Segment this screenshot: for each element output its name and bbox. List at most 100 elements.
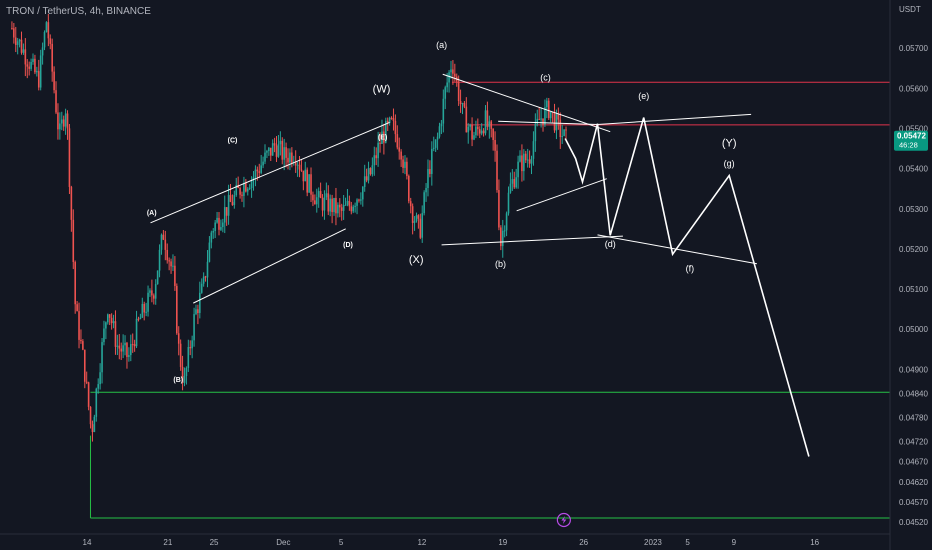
x-tick-label: 5 xyxy=(339,538,344,547)
candle-body xyxy=(438,126,441,137)
candle-body xyxy=(158,249,161,271)
candle-body xyxy=(179,343,182,367)
candle-body xyxy=(11,28,13,30)
trendline xyxy=(441,235,623,246)
candle-body xyxy=(509,183,512,193)
candle-body xyxy=(30,61,32,69)
candle-body xyxy=(164,239,167,250)
candle-body xyxy=(419,218,422,238)
candle-body xyxy=(70,186,73,220)
candle-body xyxy=(139,317,142,320)
candle-body xyxy=(235,185,238,196)
candle-body xyxy=(517,161,519,178)
y-tick-label: 0.05100 xyxy=(899,285,928,294)
candle-body xyxy=(373,155,376,166)
candle-body xyxy=(43,32,46,48)
candle-body xyxy=(415,215,418,221)
candle-body xyxy=(176,285,178,334)
candle-body xyxy=(28,66,30,69)
candle-body xyxy=(340,207,343,211)
x-tick-label: 14 xyxy=(83,538,92,547)
candle-body xyxy=(396,134,399,148)
candle-body xyxy=(327,193,330,212)
candle-body xyxy=(503,230,506,232)
trendline xyxy=(516,178,607,212)
candle-body xyxy=(214,222,216,231)
candle-body xyxy=(312,194,314,201)
candle-body xyxy=(304,169,307,182)
candle-body xyxy=(521,155,523,172)
wave-label: (E) xyxy=(378,134,387,141)
candle-body xyxy=(275,145,278,157)
candle-body xyxy=(141,303,144,318)
candle-body xyxy=(553,111,556,131)
candle-body xyxy=(404,161,406,168)
candle-body xyxy=(371,165,374,175)
candle-body xyxy=(291,152,293,163)
candle-body xyxy=(423,192,425,214)
candle-body xyxy=(296,164,299,166)
candle-body xyxy=(85,381,88,383)
candle-body xyxy=(273,143,276,146)
candle-body xyxy=(89,406,92,425)
candle-body xyxy=(513,179,516,188)
candle-body xyxy=(256,169,259,172)
candle-body xyxy=(151,290,153,296)
candle-body xyxy=(18,39,21,42)
y-tick-label: 0.05400 xyxy=(899,165,928,174)
candle-body xyxy=(212,230,215,233)
candle-body xyxy=(400,151,402,160)
bar-countdown: 46:28 xyxy=(899,141,918,150)
candle-body xyxy=(386,120,389,124)
y-tick-label: 0.05500 xyxy=(899,124,928,133)
candle-body xyxy=(114,321,117,347)
candle-body xyxy=(220,227,222,230)
candle-body xyxy=(72,219,75,263)
y-tick-label: 0.04840 xyxy=(899,389,928,398)
candle-body xyxy=(216,217,218,223)
candle-body xyxy=(170,261,172,267)
candle-body xyxy=(241,194,243,196)
candle-body xyxy=(354,205,356,207)
candle-body xyxy=(80,339,82,342)
candle-body xyxy=(557,113,560,120)
symbol-title: TRON / TetherUS, 4h, BINANCE xyxy=(6,6,151,17)
candle-body xyxy=(266,151,268,153)
candle-body xyxy=(168,260,170,262)
candle-body xyxy=(352,206,355,212)
candle-body xyxy=(172,265,174,267)
candle-body xyxy=(524,153,527,161)
candle-body xyxy=(519,155,521,162)
candle-body xyxy=(526,159,529,161)
candle-body xyxy=(68,128,71,187)
candle-body xyxy=(346,200,349,205)
candle-body xyxy=(342,205,345,211)
candle-body xyxy=(135,318,138,347)
candle-body xyxy=(442,98,445,124)
candle-body xyxy=(137,318,140,320)
flash-icon[interactable] xyxy=(556,512,571,528)
candle-body xyxy=(112,321,115,324)
candle-body xyxy=(193,314,195,341)
y-tick-label: 0.04670 xyxy=(899,458,928,467)
candle-body xyxy=(402,159,404,168)
candle-body xyxy=(49,38,52,44)
candle-body xyxy=(277,144,280,157)
trendline xyxy=(498,120,598,125)
wave-label: (g) xyxy=(724,159,735,169)
wave-label: (d) xyxy=(605,239,616,249)
candle-body xyxy=(392,118,395,121)
y-tick-label: 0.05200 xyxy=(899,245,928,254)
x-tick-label: 2023 xyxy=(644,538,662,547)
candle-body xyxy=(202,276,205,284)
candle-body xyxy=(250,179,253,189)
trendline xyxy=(150,121,390,224)
x-tick-label: 21 xyxy=(163,538,172,547)
candle-body xyxy=(406,161,408,176)
candle-body xyxy=(542,118,544,125)
candle-body xyxy=(99,372,101,385)
candle-body xyxy=(22,49,25,53)
candle-body xyxy=(105,322,107,329)
x-tick-label: 26 xyxy=(579,538,588,547)
